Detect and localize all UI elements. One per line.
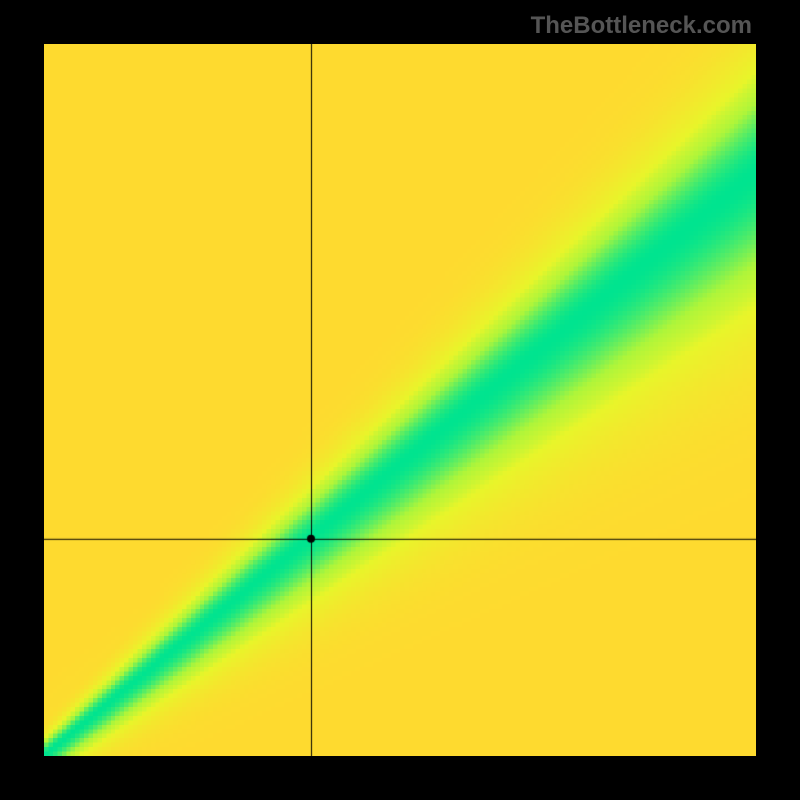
- watermark-text: TheBottleneck.com: [531, 12, 752, 40]
- crosshair-overlay: [44, 44, 756, 756]
- chart-container: TheBottleneck.com: [0, 0, 800, 800]
